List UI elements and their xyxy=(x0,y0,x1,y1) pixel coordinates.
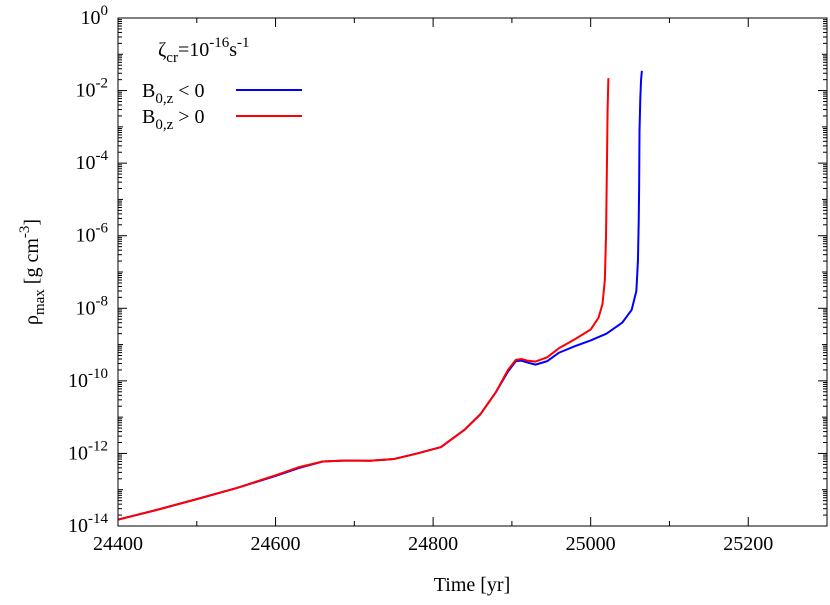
y-tick-label: 10-6 xyxy=(76,221,109,247)
legend-entry-positive: B0,z > 0 xyxy=(142,106,302,133)
legend-label-positive: B0,z > 0 xyxy=(142,106,205,133)
legend-label-negative: B0,z < 0 xyxy=(142,80,205,107)
y-tick-label: 10-4 xyxy=(76,148,109,174)
x-tick-label: 25200 xyxy=(723,533,773,555)
y-tick-label: 100 xyxy=(81,3,109,29)
y-tick-label: 10-8 xyxy=(76,293,109,319)
y-tick-label: 10-14 xyxy=(68,511,108,537)
x-tick-label: 24400 xyxy=(93,533,143,555)
series-layer xyxy=(117,70,643,521)
x-tick-label: 24800 xyxy=(408,533,458,555)
x-tick-label: 24600 xyxy=(251,533,301,555)
y-tick-label: 10-10 xyxy=(68,366,108,392)
x-axis-title: Time [yr] xyxy=(434,574,510,596)
plot-frame xyxy=(117,17,828,527)
series-line-1 xyxy=(117,78,610,521)
legend: B0,z < 0 B0,z > 0 xyxy=(142,80,302,133)
y-tick-label: 10-2 xyxy=(76,76,109,102)
y-axis: 10-14 10-12 10-10 10-8 10-6 10-4 10-2 100 xyxy=(68,3,827,537)
y-tick-label: 10-12 xyxy=(68,438,108,464)
zeta-annotation: ζcr=10-16s-1 xyxy=(158,35,250,66)
legend-entry-negative: B0,z < 0 xyxy=(142,80,302,107)
x-tick-label: 25000 xyxy=(566,533,616,555)
y-axis-title: ρmax [g cm-3] xyxy=(17,219,48,325)
series-line-0 xyxy=(117,70,643,521)
x-axis: 24400 24600 24800 25000 25200 xyxy=(93,18,828,555)
